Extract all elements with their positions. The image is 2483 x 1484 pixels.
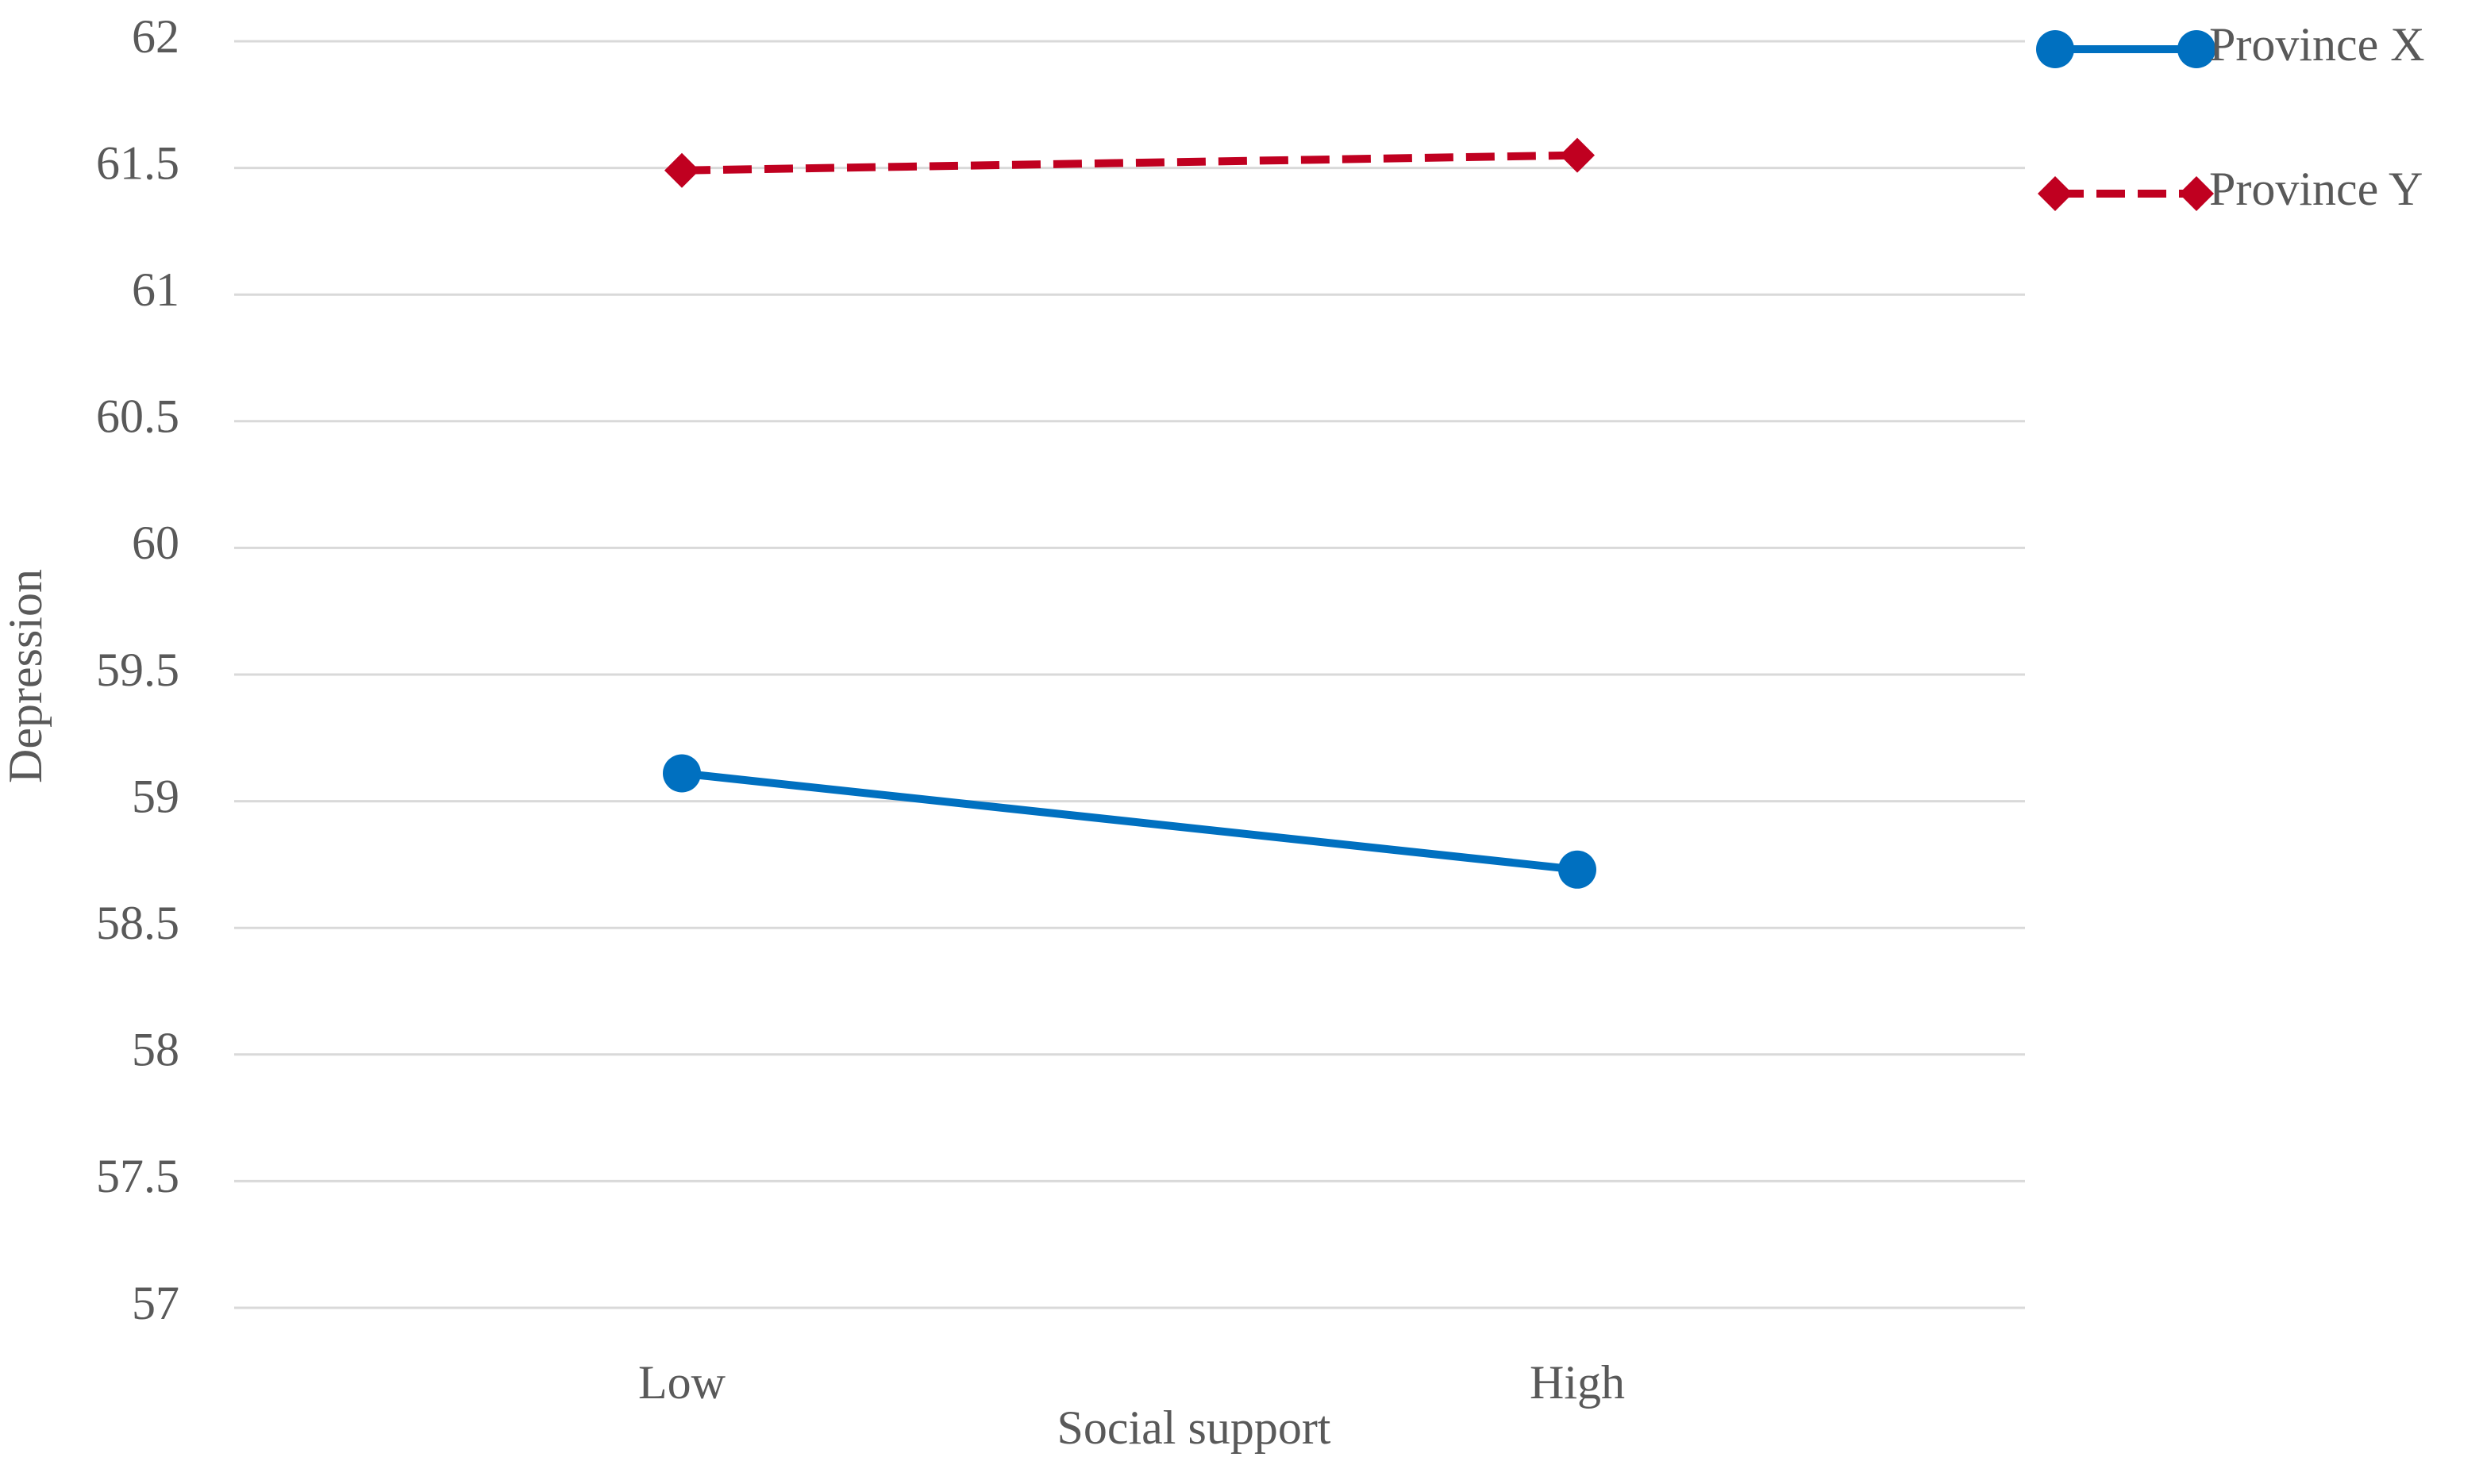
data-point xyxy=(1560,137,1595,173)
y-tick-label: 57 xyxy=(132,1277,179,1329)
data-point xyxy=(1558,850,1596,889)
y-tick-label: 57.5 xyxy=(96,1150,179,1202)
legend-marker xyxy=(2177,30,2215,68)
x-tick-label: High xyxy=(1530,1356,1625,1409)
series-line xyxy=(681,151,1578,175)
y-tick-label: 62 xyxy=(132,10,179,63)
x-axis-title: Social support xyxy=(1057,1401,1331,1454)
data-point xyxy=(664,152,699,188)
y-tick-label: 58.5 xyxy=(96,897,179,949)
y-tick-label: 61.5 xyxy=(96,136,179,189)
legend-marker xyxy=(2036,30,2074,68)
y-tick-label: 59 xyxy=(132,770,179,822)
y-tick-label: 60.5 xyxy=(96,390,179,443)
y-axis-title: Depression xyxy=(0,569,52,783)
x-tick-label: Low xyxy=(638,1356,726,1409)
y-tick-label: 58 xyxy=(132,1024,179,1076)
y-tick-label: 61 xyxy=(132,263,179,316)
legend-marker xyxy=(2038,176,2073,211)
legend-label: Province X xyxy=(2209,18,2425,71)
y-tick-label: 59.5 xyxy=(96,644,179,696)
legend-label: Province Y xyxy=(2209,163,2423,215)
series-line xyxy=(681,769,1578,874)
legend-marker xyxy=(2179,176,2214,211)
data-point xyxy=(663,754,701,793)
y-tick-label: 60 xyxy=(132,517,179,569)
